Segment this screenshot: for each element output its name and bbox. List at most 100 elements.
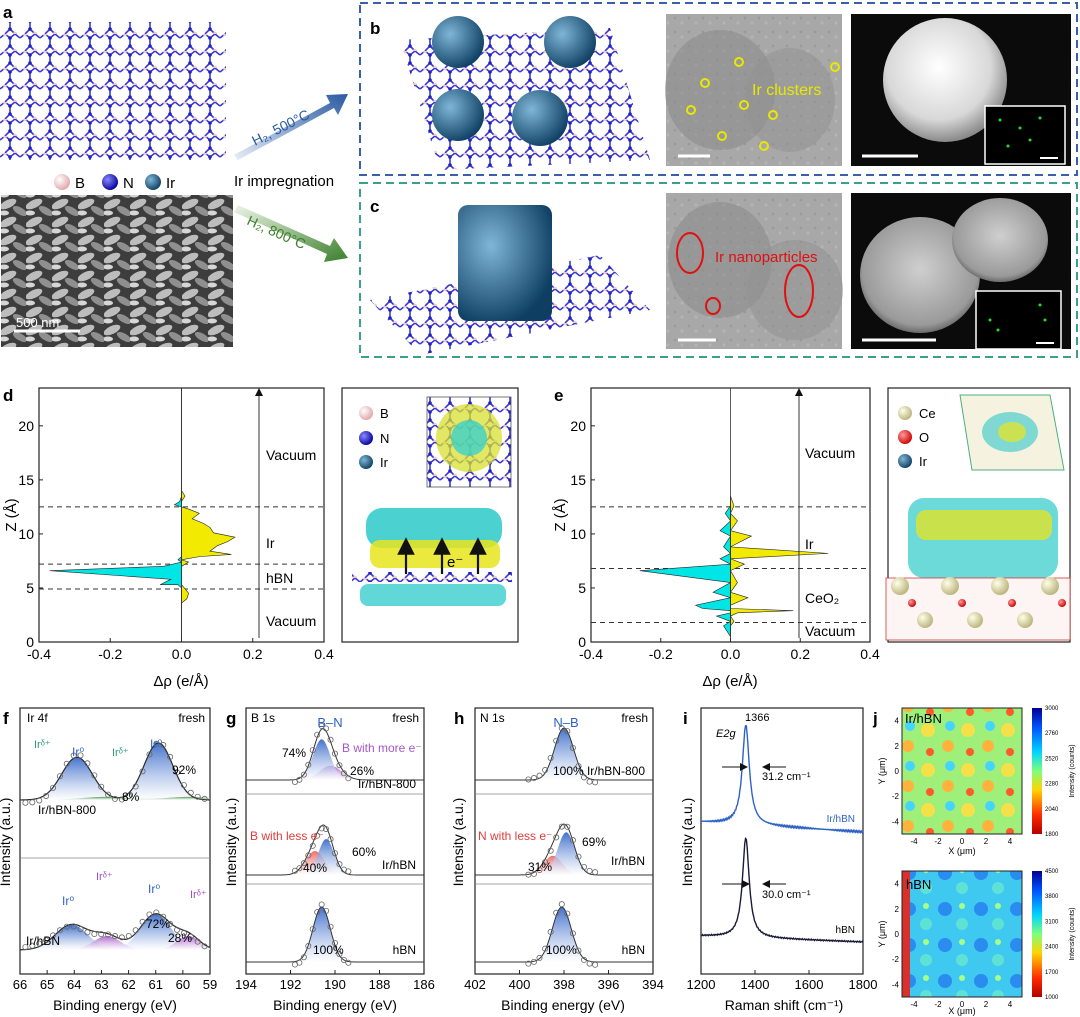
g-top-data-point [296,776,303,783]
j-bottom-xtick-label: 2 [984,1000,989,1009]
j-top-colorbar-ticks: 1800 2040 2280 2520 2760 3000 [1045,706,1059,838]
e-ytick-label: 0 [578,634,586,650]
h-bottom-data-point [575,947,582,954]
f-bottom-data-point [105,931,112,938]
f-top-data-point [22,799,29,806]
arrow-top-label: H₂, 500°C [249,106,312,149]
h-top-sample: Ir/hBN-800 [587,764,645,778]
d-xticks: -0.4 -0.2 0.0 0.2 0.4 [27,638,334,662]
j-bottom-colorbar-tick: 1700 [1045,970,1059,976]
g-middle-data-point [309,842,316,849]
f-bottom-data-point [180,930,187,937]
legend-n-atom [102,174,118,190]
g-middle-data-point [345,868,352,875]
i-bottom-spectrum [700,836,864,944]
j-bottom-colorbar-label: Intensity (counts) [1069,907,1076,960]
g-top-pct-main: 74% [282,746,306,760]
f-top-data-point [29,799,36,806]
eds-dot [1043,318,1047,322]
i-mode-label: E2g [716,728,736,740]
impregnation-label: Ir impregnation [234,173,334,190]
f-bottom-data-point [70,923,77,930]
h-top-data-point [575,763,582,770]
cluster-marker [700,78,710,88]
f-top-data-point [146,751,153,758]
e-ytick-label: 20 [570,418,586,434]
f-top-data-point [70,752,77,759]
d-legend-b-label: B [380,406,389,421]
panel-letter-i: i [683,709,688,728]
j-top-colorbar-label: Intensity (counts) [1069,744,1076,797]
j-bottom-map [902,871,1022,997]
d-legend-ir-label: Ir [380,455,389,470]
h-middle-annotation: N with less e⁻ [478,829,552,843]
d-ytick-label: 5 [26,580,34,596]
e-region-label-ir: Ir [805,536,814,552]
eds-dot [1018,126,1022,130]
j-top-frame [901,707,1023,835]
j-bottom-ytick-label: -2 [892,955,900,964]
i-xtick-label: 1800 [849,977,878,992]
j-top-ytick-label: -2 [892,792,900,801]
i-xlabel: Raman shift (cm⁻¹) [725,997,844,1013]
h-bottom-data-point [564,910,571,917]
f-bottom-data-point [77,926,84,933]
d-xlabel: Δρ (e/Å) [153,673,208,690]
j-bottom-sample: hBN [906,877,931,892]
e-region-label-bottom: Vacuum [805,623,855,639]
g-middle-data-point [327,836,334,843]
g-bottom-data-point [331,940,338,947]
g-middle-main-area [246,839,424,875]
e-ceo2-slab [885,577,1071,641]
g-bottom-data-point [300,954,307,961]
f-top-data-point [56,773,63,780]
lattice-legend: B N Ir [54,174,175,192]
legend-n-label: N [123,175,134,192]
d-legend-n-label: N [380,431,389,446]
f-top-peak-left: Ir⁰ [72,745,84,759]
g-middle-fit-line [246,824,424,876]
f-bottom-data-point [49,932,56,939]
e-curve [639,388,829,642]
d-ytick-label: 20 [18,418,34,434]
g-xlabel: Binding energy (eV) [273,997,397,1013]
f-bottom-data-point [201,943,208,950]
j-top-colorbar-tick: 2040 [1045,807,1059,813]
j-top-axes: -4 -2 0 2 4 -4 -2 0 2 4 [892,717,1013,846]
g-top-data-point [305,761,312,768]
j-bottom-ytick-label: 0 [895,930,900,939]
f-bottom-pct-main: 72% [146,917,170,931]
f-xtick-label: 66 [13,977,27,992]
f-bottom-data-point [118,934,125,941]
h-middle-data-point [553,834,560,841]
e-ce-atom [967,612,983,628]
h-top-data-point [547,754,554,761]
h-middle-pct-minor: 31% [528,860,552,874]
ir-cluster [432,89,484,141]
h-bottom-data-point [592,961,599,968]
panel-a: B N Ir 500 nm H₂, 500°C Ir impregnation … [0,22,348,347]
cluster-marker [686,105,696,115]
arrow-to-nanoparticles [234,205,348,262]
i-bottom-sample: hBN [836,925,855,936]
arrow-to-clusters [234,94,348,160]
f-xtick-label: 63 [94,977,108,992]
g-xtick-label: 192 [280,977,302,992]
f-bottom-data-point [153,909,160,916]
i-bottom-fwhm: 30.0 cm⁻¹ [762,889,811,901]
panel-b-frame [359,2,1078,176]
g-top-sample: Ir/hBN-800 [358,777,416,791]
legend-ir-atom [145,174,161,190]
d-region-label-top: Vacuum [266,447,316,463]
e-ylabel: Z (Å) [552,498,569,531]
d-topview-density [451,420,487,456]
j-bottom-xtick-label: 4 [1008,1000,1013,1009]
e-o-atom [958,599,966,607]
f-bottom-data-point [56,927,63,934]
ir-cluster [544,16,596,68]
g-xtick-label: 194 [235,977,257,992]
f-bottom-delta-left: Irᵟ⁺ [96,871,113,883]
f-top-data-point [49,784,56,791]
f-bottom-ir0-left-area [20,924,210,950]
f-bottom-delta-area [20,936,210,950]
